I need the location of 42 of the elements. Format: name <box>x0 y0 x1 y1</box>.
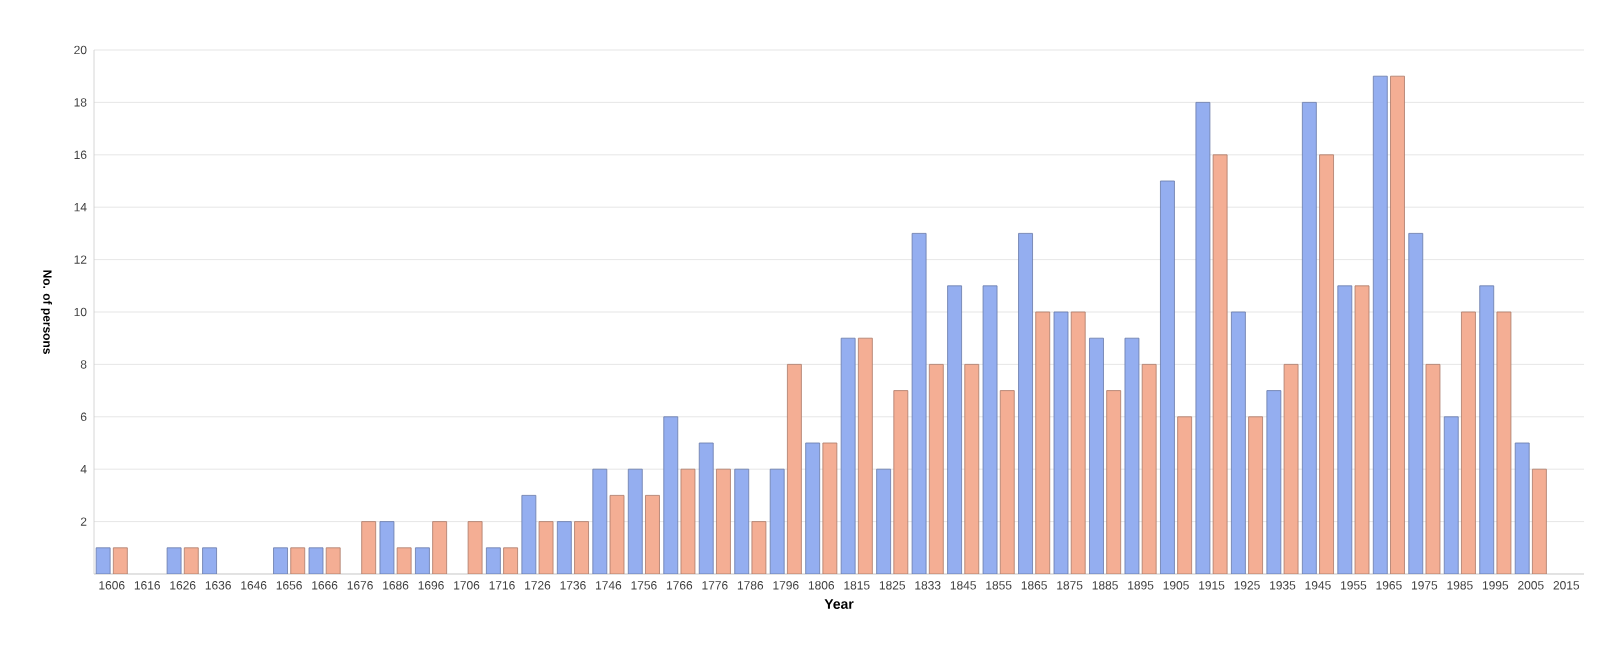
bar <box>627 468 643 574</box>
bar <box>1319 154 1334 574</box>
bar <box>1337 285 1353 574</box>
bar <box>1390 75 1405 574</box>
bar <box>1248 416 1263 574</box>
bar <box>1301 101 1317 574</box>
bar <box>1035 311 1051 574</box>
bar <box>857 337 873 574</box>
bar <box>1177 416 1193 574</box>
bar <box>1160 180 1175 574</box>
bar <box>786 364 802 574</box>
bar <box>574 521 589 574</box>
bar <box>663 416 679 574</box>
bar <box>432 521 448 574</box>
bar <box>999 390 1015 574</box>
bar <box>769 468 785 574</box>
bar <box>1230 311 1246 574</box>
bar <box>716 468 731 574</box>
bar <box>734 468 750 574</box>
bar <box>1532 468 1547 574</box>
bar <box>361 521 377 574</box>
bar <box>893 390 909 574</box>
bar <box>1443 416 1459 574</box>
bar <box>1479 285 1495 574</box>
bar <box>698 442 714 574</box>
bar <box>1514 442 1530 574</box>
bar <box>1461 311 1476 574</box>
bar <box>556 521 572 574</box>
bar <box>805 442 821 574</box>
bar <box>645 495 660 574</box>
bar <box>876 468 892 574</box>
bar <box>1089 337 1104 574</box>
bar <box>1018 232 1033 574</box>
bar <box>592 468 608 574</box>
bar <box>1141 364 1157 574</box>
bar <box>964 364 980 574</box>
bar <box>1070 311 1086 574</box>
bar <box>1106 390 1122 574</box>
bar <box>1408 232 1424 574</box>
bar <box>928 364 944 574</box>
bar <box>947 285 962 574</box>
bar <box>1372 75 1388 574</box>
